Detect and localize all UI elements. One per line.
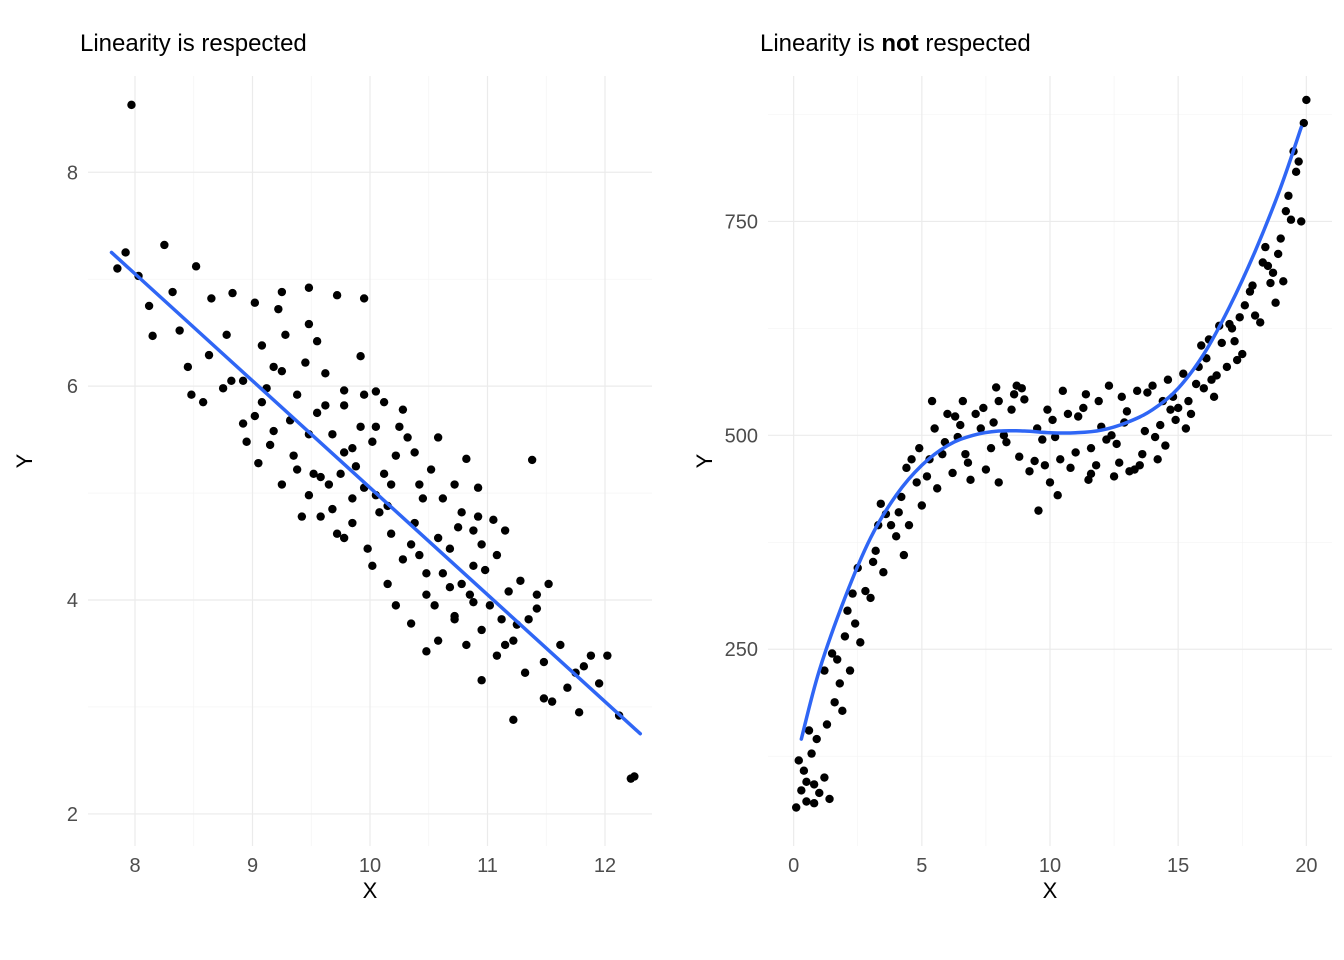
svg-text:10: 10 [359, 855, 381, 877]
right-panel: Linearity is not respected 0 5 10 15 20 250 50… [680, 0, 1344, 960]
figure-container: Linearity is respected 8 9 10 11 12 2 4 6 8 X Y Li… [0, 0, 1344, 960]
svg-text:12: 12 [594, 855, 616, 877]
left-plot-wrap: 8 9 10 11 12 2 4 6 8 X Y [10, 66, 670, 926]
svg-text:2: 2 [67, 804, 78, 826]
svg-text:500: 500 [725, 425, 758, 447]
svg-text:9: 9 [247, 855, 258, 877]
svg-text:4: 4 [67, 590, 78, 612]
svg-text:8: 8 [67, 162, 78, 184]
svg-text:6: 6 [67, 376, 78, 398]
svg-text:750: 750 [725, 211, 758, 233]
svg-text:250: 250 [725, 639, 758, 661]
svg-text:5: 5 [916, 855, 927, 877]
svg-text:X: X [363, 878, 378, 903]
left-chart: 8 9 10 11 12 2 4 6 8 X Y [10, 66, 670, 916]
svg-text:8: 8 [129, 855, 140, 877]
svg-text:11: 11 [477, 855, 498, 877]
left-title: Linearity is respected [80, 30, 670, 58]
right-title: Linearity is not respected [760, 30, 1344, 58]
svg-text:Y: Y [12, 453, 37, 468]
svg-text:10: 10 [1039, 855, 1061, 877]
right-chart: 0 5 10 15 20 250 500 750 X Y [690, 66, 1344, 916]
svg-text:X: X [1043, 878, 1058, 903]
svg-text:20: 20 [1295, 855, 1317, 877]
left-panel: Linearity is respected 8 9 10 11 12 2 4 6 8 X Y [0, 0, 680, 960]
svg-text:15: 15 [1167, 855, 1189, 877]
right-plot-wrap: 0 5 10 15 20 250 500 750 X Y [690, 66, 1344, 926]
svg-text:0: 0 [788, 855, 799, 877]
svg-text:Y: Y [692, 453, 717, 468]
